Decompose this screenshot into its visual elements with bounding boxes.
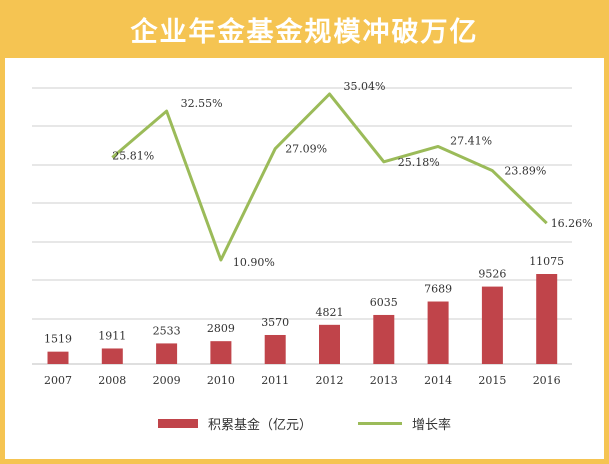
chart-title: 企业年金基金规模冲破万亿 [130,16,479,48]
line-point-label: 10.90% [233,256,275,269]
bar [264,334,286,364]
x-tick-label: 2010 [207,374,235,387]
line-point-label: 25.18% [398,156,440,169]
line-point-label: 27.09% [285,143,327,156]
legend: 积累基金（亿元） 增长率 [0,412,609,434]
bar [373,314,395,364]
bar [210,341,232,364]
x-tick-label: 2015 [478,374,506,387]
x-tick-label: 2009 [153,374,181,387]
line-point-label: 25.81% [112,149,154,162]
legend-label-bar: 积累基金（亿元） [207,417,312,433]
line-point-label: 23.89% [504,165,546,178]
legend-item-line: 增长率 [358,414,451,433]
bar-value-label: 1911 [98,329,126,342]
title-bar: 企业年金基金规模冲破万亿 [0,0,609,58]
line-series: 25.81% 32.55% 10.90% 27.09% 35.04% 25.18% 27.4… [111,80,593,269]
bar-value-label: 9526 [478,268,506,281]
legend-swatch-bar [157,418,198,428]
bar [481,286,503,364]
x-axis-labels: 2007 2008 2009 2010 2011 2012 2013 2014 2015 2016 [44,374,561,387]
x-tick-label: 2012 [316,374,344,387]
bar-value-label: 11075 [529,255,564,268]
legend-swatch-line [358,421,402,425]
line-point-label: 16.26% [551,217,593,230]
x-tick-label: 2008 [98,374,126,387]
bar-value-label: 2809 [207,322,235,335]
line-point-label: 35.04% [344,80,386,93]
bar [101,348,123,364]
bar [47,351,69,364]
bar [156,343,178,364]
bar-value-label: 7689 [424,283,452,296]
bar [536,274,558,364]
bar-value-label: 1519 [44,333,72,346]
bar [319,324,340,364]
bar [427,301,449,364]
x-tick-label: 2007 [44,374,72,387]
growth-line [111,92,548,262]
bar-value-label: 2533 [153,324,181,337]
bar-value-label: 4821 [316,306,344,319]
x-tick-label: 2013 [370,374,398,387]
bar-value-label: 6035 [370,296,398,309]
legend-label-line: 增长率 [412,417,452,433]
legend-item-bar: 积累基金（亿元） [157,414,312,433]
x-tick-label: 2016 [533,374,561,387]
x-tick-label: 2011 [261,374,289,387]
bar-value-label: 3570 [261,316,289,329]
bar-series: 1519 1911 2533 2809 3570 4821 6035 7689 9526 1107… [44,255,564,364]
line-point-label: 27.41% [450,134,492,147]
line-point-label: 32.55% [181,97,223,110]
x-tick-label: 2014 [424,374,452,387]
